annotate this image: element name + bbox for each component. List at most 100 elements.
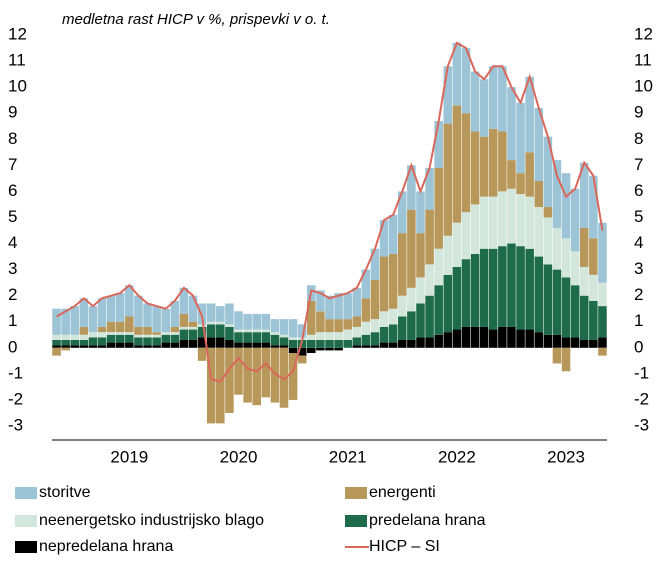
bar-segment [70,345,80,348]
y-tick-label: 2 [8,285,17,304]
bar-segment [561,277,571,338]
bar-segment [361,298,371,322]
bar-segment [270,345,280,348]
y-tick-label: 9 [8,103,17,122]
bar-segment [297,324,307,338]
legend-swatch [15,541,37,553]
bar-segment [461,326,471,348]
bar-segment [243,347,252,403]
bar-segment [398,339,407,348]
bar-segment [388,214,398,254]
bar-segment [225,326,234,340]
bar-segment [334,339,343,348]
bar-segment [252,332,261,343]
bar-segment [343,319,352,330]
bar-segment [334,293,343,320]
bar-segment [307,300,316,335]
bar-segment [261,329,271,333]
legend-label: neenergetsko industrijsko blago [39,512,264,529]
bar-segment [525,196,534,249]
bar-segment [279,345,289,348]
bar-segment [297,347,307,356]
bar-segment [498,326,507,348]
bar-segment [288,339,298,348]
bar-segment [452,266,462,330]
bar-segment [570,285,580,338]
bar-segment [589,300,598,340]
bar-segment [115,321,125,333]
bar-segment [179,326,189,330]
bar-segment [543,334,553,348]
y2-tick-label: 7 [634,155,643,174]
bar-segment [325,347,334,351]
bar-segment [498,191,507,247]
bar-segment [234,329,243,333]
y-tick-label: 6 [8,181,17,200]
x-tick-label: 2020 [220,447,258,466]
bar-segment [288,353,298,400]
bar-segment [452,105,462,223]
y2-tick-label: 0 [634,337,643,356]
bar-segment [370,319,380,333]
bar-segment [561,173,571,239]
bar-segment [370,280,380,320]
bar-segment [115,334,125,343]
bar-segment [152,345,161,348]
bar-segment [398,233,407,296]
bar-segment [261,313,271,330]
bar-segment [197,324,207,327]
bar-segment [143,334,152,338]
bar-segment [206,321,216,325]
bar-segment [234,332,243,343]
hicp-line [56,41,604,383]
y-tick-label: 3 [8,259,17,278]
bar-segment [97,345,107,348]
bar-segment [434,248,443,286]
bar-segment [516,194,525,247]
bar-segment [570,251,580,286]
bar-segment [297,339,307,348]
y2-tick-label: 6 [634,181,643,200]
bar-segment [70,306,80,335]
y2-tick-label: -2 [634,389,649,408]
bar-segment [525,329,534,348]
bar-segment [488,329,498,348]
bar-segment [407,339,416,348]
bar-segment [79,326,89,335]
bar-segment [343,339,352,348]
bar-segment [361,345,371,348]
bar-segment [216,337,225,348]
bar-segment [252,347,261,406]
bar-segment [243,313,252,330]
bar-segment [70,339,80,346]
bar-segment [488,128,498,197]
y2-tick-label: 2 [634,285,643,304]
bar-segment [97,298,107,327]
bar-segment [416,277,425,304]
legend-swatch [15,487,37,499]
bar-segment [461,113,471,213]
bar-segment [479,136,489,197]
bar-segment [79,298,89,327]
bar-segment [225,339,234,348]
bar-segment [443,274,453,333]
bar-segment [352,316,362,327]
bar-segment [370,345,380,348]
bar-segment [507,87,516,161]
bar-segment [225,303,234,325]
bar-segment [452,42,462,106]
y-tick-label: 7 [8,155,17,174]
bar-segment [352,345,362,348]
chart-title: medletna rast HICP v %, prispevki v o. t… [62,11,330,28]
bar-segment [252,329,261,333]
bar-segment [134,337,143,346]
y2-tick-label: 5 [634,207,643,226]
bar-segment [361,269,371,299]
bar-segment [498,66,507,132]
bar-segment [443,66,453,124]
bar-segment [125,334,134,343]
bar-segment [589,238,598,275]
bar-segment [507,243,516,327]
bar-segment [552,334,562,348]
y-tick-label: -3 [8,415,23,434]
